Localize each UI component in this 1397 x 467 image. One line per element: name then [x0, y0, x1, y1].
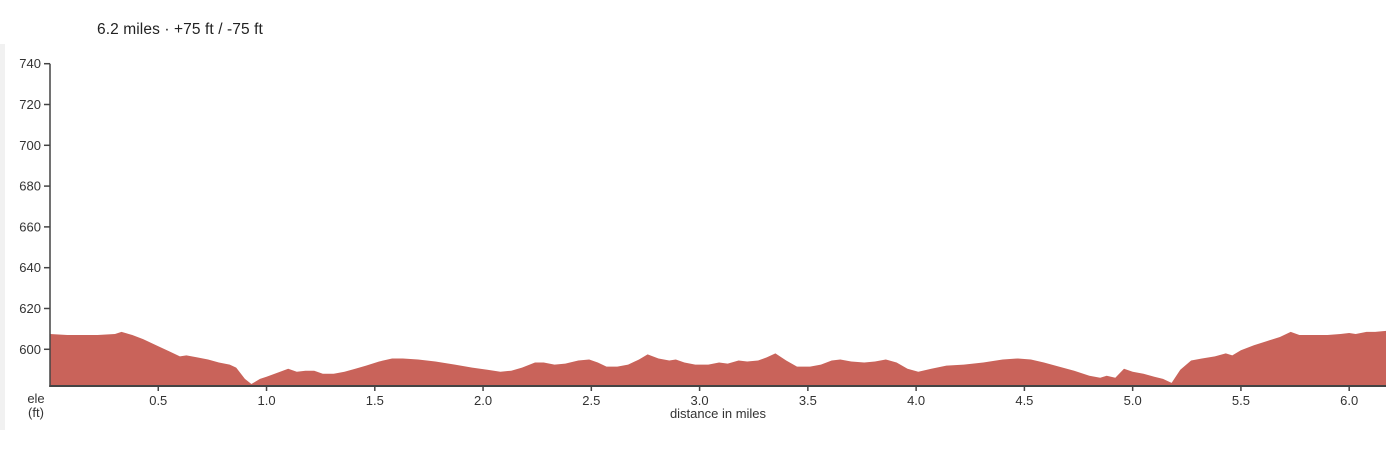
y-tick-label: 620: [19, 301, 41, 316]
y-tick-label: 740: [19, 56, 41, 71]
route-stats-title: 6.2 miles · +75 ft / -75 ft: [97, 21, 263, 38]
y-axis-label-line1: ele: [27, 391, 45, 406]
y-tick-label: 660: [19, 219, 41, 234]
x-tick-label: 6.0: [1340, 393, 1358, 408]
x-tick-label: 1.0: [257, 393, 275, 408]
y-tick-label: 700: [19, 138, 41, 153]
x-tick-label: 4.0: [907, 393, 925, 408]
y-tick-label: 720: [19, 97, 41, 112]
y-axis-label: ele (ft): [17, 392, 55, 420]
y-tick-label: 640: [19, 260, 41, 275]
y-axis-label-line2: (ft): [28, 405, 44, 420]
y-tick-label: 600: [19, 342, 41, 357]
x-tick-label: 5.0: [1124, 393, 1142, 408]
x-tick-label: 5.5: [1232, 393, 1250, 408]
x-tick-label: 1.5: [366, 393, 384, 408]
x-tick-label: 0.5: [149, 393, 167, 408]
elevation-area: [50, 330, 1386, 386]
y-tick-label: 680: [19, 179, 41, 194]
x-tick-label: 4.5: [1015, 393, 1033, 408]
x-tick-label: 3.0: [691, 393, 709, 408]
x-tick-label: 2.0: [474, 393, 492, 408]
panel-edge: [0, 44, 5, 430]
x-tick-label: 2.5: [582, 393, 600, 408]
x-tick-label: 3.5: [799, 393, 817, 408]
x-axis-label: distance in miles: [669, 406, 767, 421]
